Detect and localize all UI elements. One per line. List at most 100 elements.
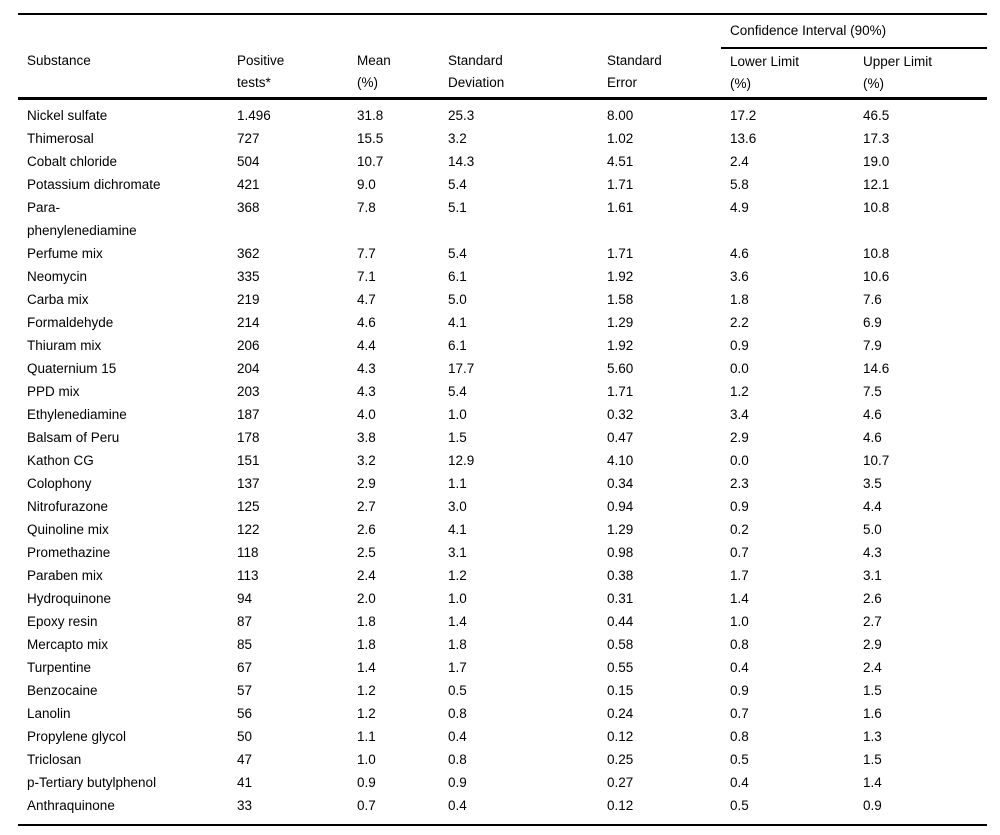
- cell-upper: 4.3: [863, 545, 882, 560]
- cell-positive-tests: 87: [237, 614, 253, 629]
- cell-lower: 0.8: [730, 637, 749, 652]
- cell-positive-tests: 56: [237, 706, 253, 721]
- table-row: Para- phenylenediamine 368 7.8 5.1 1.61 4.9 10…: [18, 196, 987, 242]
- cell-mean: 0.7: [357, 798, 376, 813]
- cell-se: 8.00: [607, 108, 634, 123]
- cell-lower: 0.2: [730, 522, 749, 537]
- table-row: Promethazine 118 2.5 3.1 0.98 0.7 4.3: [18, 541, 987, 564]
- substance-statistics-table: Confidence Interval (90%) Substance Posi…: [18, 13, 988, 826]
- cell-sd: 5.4: [448, 384, 467, 399]
- col-header-substance: Substance: [18, 48, 228, 100]
- cell-positive-tests: 50: [237, 729, 253, 744]
- col-header-lower-limit: Lower Limit (%): [721, 48, 855, 100]
- cell-sd: 1.7: [448, 660, 467, 675]
- cell-positive-tests: 85: [237, 637, 253, 652]
- cell-sd: 0.5: [448, 683, 467, 698]
- cell-upper: 1.4: [863, 775, 882, 790]
- cell-mean: 7.8: [357, 200, 376, 215]
- cell-substance: Triclosan: [27, 752, 82, 767]
- cell-upper: 4.4: [863, 499, 882, 514]
- col-header-mean: Mean (%): [348, 48, 439, 100]
- cell-substance: Ethylenediamine: [27, 407, 127, 422]
- cell-lower: 1.4: [730, 591, 749, 606]
- cell-mean: 7.7: [357, 246, 376, 261]
- cell-upper: 10.7: [863, 453, 890, 468]
- cell-mean: 1.8: [357, 637, 376, 652]
- cell-substance: Para- phenylenediamine: [27, 200, 137, 238]
- cell-sd: 4.1: [448, 315, 467, 330]
- col-header-positive-tests: Positive tests*: [228, 48, 348, 100]
- cell-positive-tests: 47: [237, 752, 253, 767]
- cell-lower: 0.0: [730, 361, 749, 376]
- cell-lower: 4.6: [730, 246, 749, 261]
- cell-se: 0.44: [607, 614, 634, 629]
- cell-substance: Cobalt chloride: [27, 154, 118, 169]
- cell-upper: 10.8: [863, 246, 890, 261]
- table-row: Epoxy resin 87 1.8 1.4 0.44 1.0 2.7: [18, 610, 987, 633]
- cell-se: 1.29: [607, 522, 634, 537]
- cell-mean: 4.3: [357, 361, 376, 376]
- cell-positive-tests: 122: [237, 522, 260, 537]
- cell-sd: 1.4: [448, 614, 467, 629]
- cell-mean: 7.1: [357, 269, 376, 284]
- col-header-upper-limit: Upper Limit (%): [854, 48, 988, 100]
- cell-substance: Quaternium 15: [27, 361, 117, 376]
- cell-upper: 7.6: [863, 292, 882, 307]
- cell-sd: 14.3: [448, 154, 475, 169]
- cell-lower: 0.7: [730, 706, 749, 721]
- cell-upper: 14.6: [863, 361, 890, 376]
- cell-se: 1.71: [607, 384, 634, 399]
- cell-lower: 1.0: [730, 614, 749, 629]
- cell-upper: 2.7: [863, 614, 882, 629]
- cell-upper: 1.3: [863, 729, 882, 744]
- cell-upper: 0.9: [863, 798, 882, 813]
- cell-positive-tests: 214: [237, 315, 260, 330]
- cell-se: 1.92: [607, 269, 634, 284]
- cell-sd: 3.1: [448, 545, 467, 560]
- cell-positive-tests: 118: [237, 545, 259, 560]
- cell-positive-tests: 113: [237, 568, 259, 583]
- cell-upper: 3.1: [863, 568, 882, 583]
- cell-positive-tests: 335: [237, 269, 260, 284]
- cell-positive-tests: 57: [237, 683, 253, 698]
- cell-lower: 2.9: [730, 430, 749, 445]
- table-row: Quaternium 15 204 4.3 17.7 5.60 0.0 14.6: [18, 357, 987, 380]
- cell-lower: 4.9: [730, 200, 749, 215]
- cell-lower: 1.7: [730, 568, 749, 583]
- cell-positive-tests: 362: [237, 246, 260, 261]
- cell-substance: p-Tertiary butylphenol: [27, 775, 157, 790]
- cell-positive-tests: 94: [237, 591, 253, 606]
- cell-positive-tests: 203: [237, 384, 260, 399]
- cell-positive-tests: 421: [237, 177, 260, 192]
- cell-positive-tests: 178: [237, 430, 260, 445]
- cell-upper: 1.5: [863, 752, 882, 767]
- cell-mean: 2.7: [357, 499, 376, 514]
- cell-sd: 1.8: [448, 637, 467, 652]
- cell-substance: Quinoline mix: [27, 522, 109, 537]
- cell-mean: 15.5: [357, 131, 384, 146]
- cell-mean: 1.2: [357, 683, 376, 698]
- cell-positive-tests: 206: [237, 338, 260, 353]
- cell-lower: 3.4: [730, 407, 749, 422]
- cell-se: 1.71: [607, 246, 634, 261]
- cell-positive-tests: 67: [237, 660, 253, 675]
- cell-sd: 3.0: [448, 499, 467, 514]
- cell-positive-tests: 504: [237, 154, 260, 169]
- table-row: Nickel sulfate 1.496 31.8 25.3 8.00 17.2 46.5: [18, 99, 987, 128]
- cell-mean: 1.2: [357, 706, 376, 721]
- table-row: Thimerosal 727 15.5 3.2 1.02 13.6 17.3: [18, 127, 987, 150]
- cell-substance: Turpentine: [27, 660, 92, 675]
- table-row: PPD mix 203 4.3 5.4 1.71 1.2 7.5: [18, 380, 987, 403]
- cell-mean: 9.0: [357, 177, 376, 192]
- cell-positive-tests: 41: [237, 775, 253, 790]
- cell-mean: 2.9: [357, 476, 376, 491]
- cell-substance: Formaldehyde: [27, 315, 114, 330]
- cell-lower: 0.5: [730, 798, 749, 813]
- cell-substance: Kathon CG: [27, 453, 94, 468]
- cell-se: 1.02: [607, 131, 634, 146]
- cell-mean: 4.4: [357, 338, 376, 353]
- table-row: Mercapto mix 85 1.8 1.8 0.58 0.8 2.9: [18, 633, 987, 656]
- table-row: Nitrofurazone 125 2.7 3.0 0.94 0.9 4.4: [18, 495, 987, 518]
- cell-sd: 0.4: [448, 798, 467, 813]
- cell-sd: 6.1: [448, 269, 467, 284]
